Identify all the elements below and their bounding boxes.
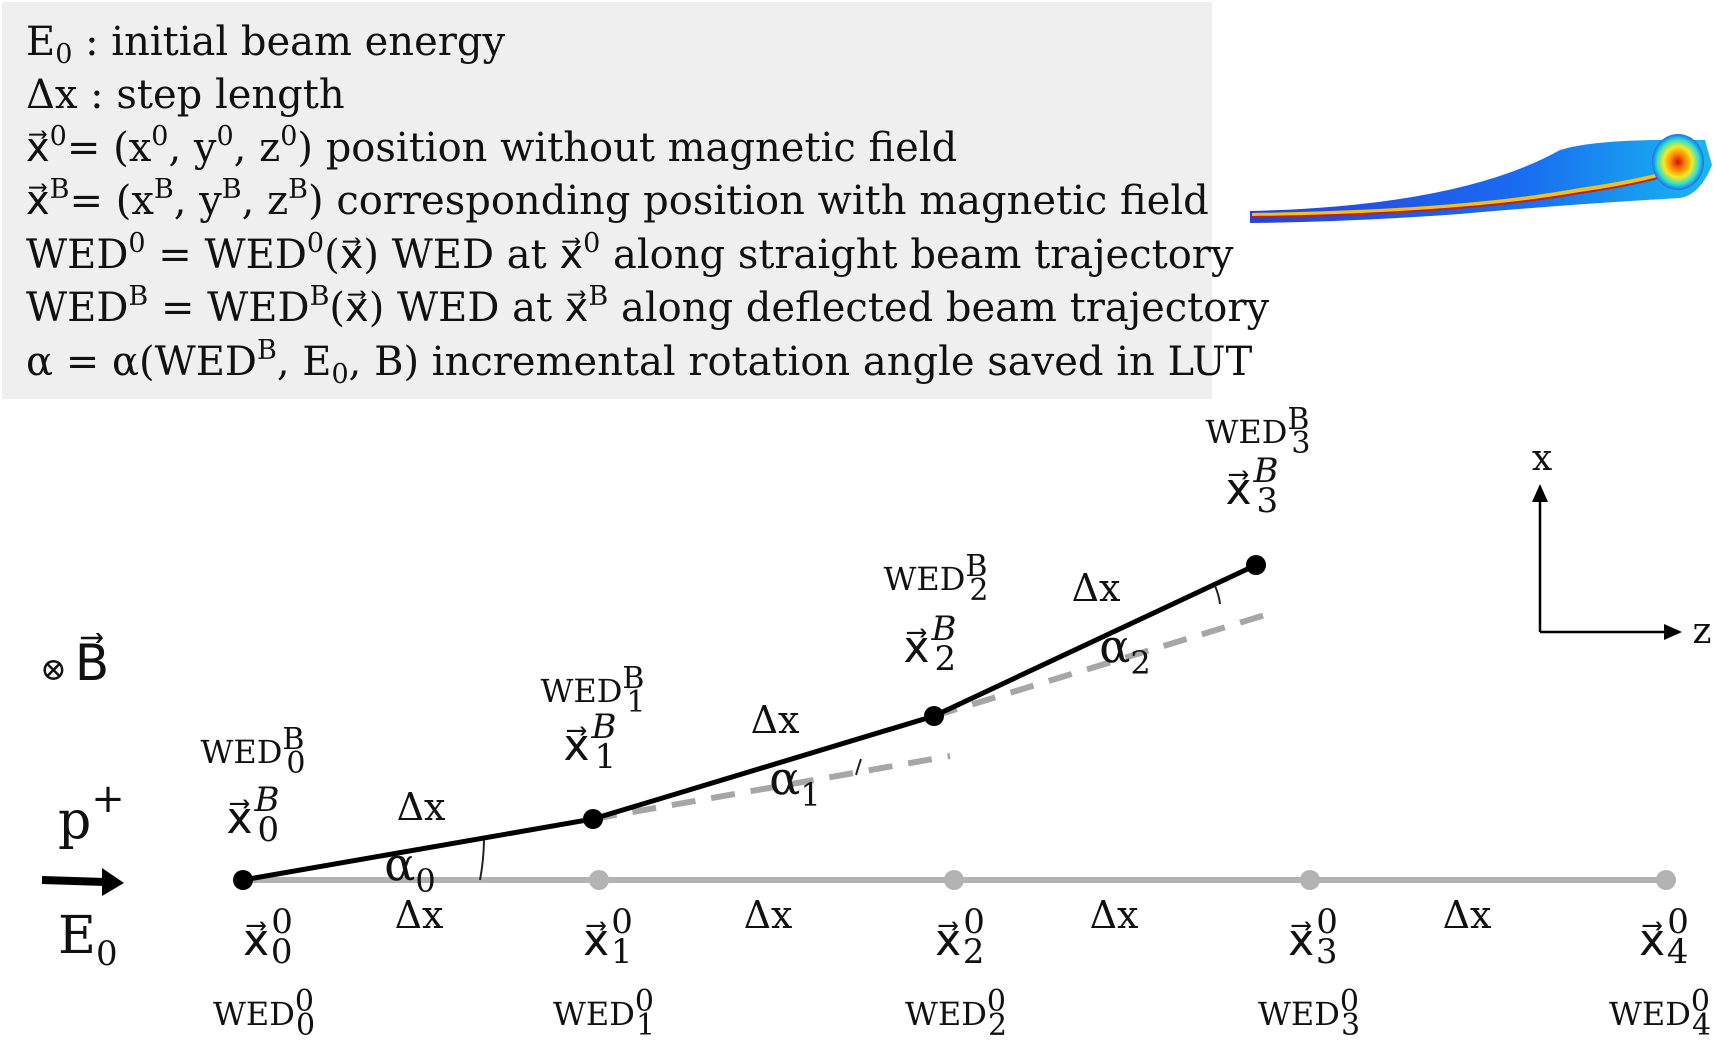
- straight-wed-label-2: WED0 2: [905, 984, 1007, 1043]
- deflected-wed-label-2: WEDB 2: [883, 549, 988, 608]
- legend-line-xb: x⃗B​= (xB​, yB​, zB​) corresponding posi…: [26, 174, 1209, 224]
- angle-arc-0: [479, 839, 485, 881]
- deflected-wed-label-3: WEDB 3: [1205, 402, 1310, 461]
- legend-line-wedb: WEDB​ = WEDB​(x⃗) WED at x⃗B​ along defl…: [26, 281, 1269, 331]
- legend-line-alpha: α = α(WEDB​, E0​, B) incremental rotatio…: [26, 335, 1253, 390]
- extrapolated-direction-1: [592, 753, 951, 822]
- step-label-2: Δx: [1090, 893, 1139, 937]
- dose-core-red: [1251, 167, 1691, 218]
- beam-arrow-head: [102, 868, 124, 896]
- angle-label-1: α1: [769, 751, 820, 814]
- legend-line-x0: x⃗0​= (x0​, y0​, z0​) position without m…: [26, 121, 957, 171]
- straight-point-4: [1656, 870, 1676, 890]
- step-label-6: Δx: [1072, 566, 1121, 610]
- straight-wed-label-1: WED0 1: [553, 984, 655, 1043]
- legend-line-dx: Δx : step length: [26, 72, 345, 118]
- legend-line-wed0: WED0​ = WED0​(x⃗) WED at x⃗0​ along stra…: [26, 228, 1234, 278]
- dose-beam-body: [1250, 139, 1712, 223]
- angle-arc-2: [1214, 585, 1221, 605]
- deflected-point-label-1: x⃗B 1: [563, 707, 616, 777]
- magnetic-field-label: ⊗ B⃗: [40, 633, 109, 692]
- deflected-wed-label-1: WEDB 1: [540, 661, 645, 720]
- straight-point-label-4: x⃗0 4: [1639, 902, 1689, 972]
- step-label-0: Δx: [395, 893, 444, 937]
- straight-point-1: [589, 870, 609, 890]
- straight-point-label-2: x⃗0 2: [935, 902, 985, 972]
- straight-point-3: [1300, 870, 1320, 890]
- beam-energy-label: E0: [58, 906, 118, 974]
- axis-x-label: x: [1532, 438, 1552, 479]
- straight-wed-label-0: WED0 0: [213, 984, 315, 1043]
- axis-z-arrow: [1664, 624, 1682, 640]
- deflected-point-0: [233, 870, 253, 890]
- straight-point-label-0: x⃗0 0: [243, 902, 293, 972]
- deflected-point-3: [1246, 555, 1266, 575]
- legend-box: [2, 2, 1212, 399]
- axis-x-arrow: [1532, 484, 1548, 502]
- particle-label: p+: [58, 776, 125, 851]
- step-label-5: Δx: [751, 698, 800, 742]
- deflected-point-label-0: x⃗B 0: [226, 780, 279, 850]
- step-label-1: Δx: [744, 893, 793, 937]
- step-label-3: Δx: [1443, 893, 1492, 937]
- angle-arc-1: [855, 758, 862, 776]
- axis-z-label: z: [1693, 611, 1712, 652]
- beam-arrow-shaft: [41, 876, 106, 886]
- dose-bragg-peak: [1652, 134, 1704, 190]
- dose-core-line: [1251, 164, 1691, 217]
- deflected-point-label-2: x⃗B 2: [903, 609, 956, 679]
- straight-wed-label-4: WED0 4: [1609, 984, 1711, 1043]
- deflected-point-label-3: x⃗B 3: [1225, 451, 1278, 521]
- straight-wed-label-3: WED0 3: [1258, 984, 1360, 1043]
- angle-label-2: α2: [1099, 619, 1150, 682]
- deflected-point-1: [583, 809, 603, 829]
- deflected-point-2: [924, 706, 944, 726]
- legend-line-e0: E0​ : initial beam energy: [26, 19, 505, 70]
- straight-point-2: [944, 870, 964, 890]
- deflected-trajectory: [242, 562, 1258, 883]
- straight-point-label-1: x⃗0 1: [583, 902, 633, 972]
- extrapolated-direction-2: [933, 609, 1276, 719]
- angle-label-0: α0: [384, 837, 435, 900]
- step-label-4: Δx: [397, 785, 446, 829]
- deflected-wed-label-0: WEDB 0: [200, 722, 305, 781]
- dose-distribution-image: [1250, 134, 1712, 223]
- straight-point-label-3: x⃗0 3: [1288, 902, 1338, 972]
